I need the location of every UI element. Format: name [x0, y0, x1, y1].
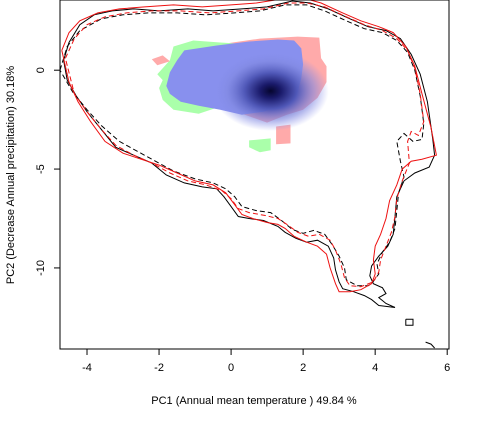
y-axis-label: PC2 (Decrease Annual precipitation) 30.1… [5, 66, 17, 285]
x-tick-label: 4 [372, 362, 378, 374]
x-tick-label: 0 [228, 362, 234, 374]
density-peak-core [212, 50, 329, 131]
contour-layer [60, 0, 437, 349]
contour-red-dashed [64, 2, 425, 288]
contour-black-solid [405, 318, 414, 326]
x-tick-label: -2 [154, 362, 164, 374]
x-tick-label: 2 [300, 362, 306, 374]
x-axis: -4 -2 0 2 4 6 [82, 349, 450, 374]
plot-frame [59, 0, 450, 350]
x-axis-label: PC1 (Annual mean temperature ) 49.84 % [151, 395, 357, 407]
y-tick-label: -5 [35, 164, 47, 174]
contour-black-solid [63, 0, 436, 308]
y-axis: -10 -5 0 [35, 67, 60, 276]
x-tick-label: -4 [82, 362, 92, 374]
x-tick-label: 6 [444, 362, 450, 374]
y-tick-label: -10 [35, 260, 47, 276]
density-region-species-b-only [151, 55, 170, 66]
y-tick-label: 0 [35, 67, 47, 73]
density-layer [151, 36, 329, 153]
contour-red-solid [61, 0, 437, 293]
density-region-species-a-only [249, 138, 271, 153]
contour-black-solid [425, 341, 435, 349]
